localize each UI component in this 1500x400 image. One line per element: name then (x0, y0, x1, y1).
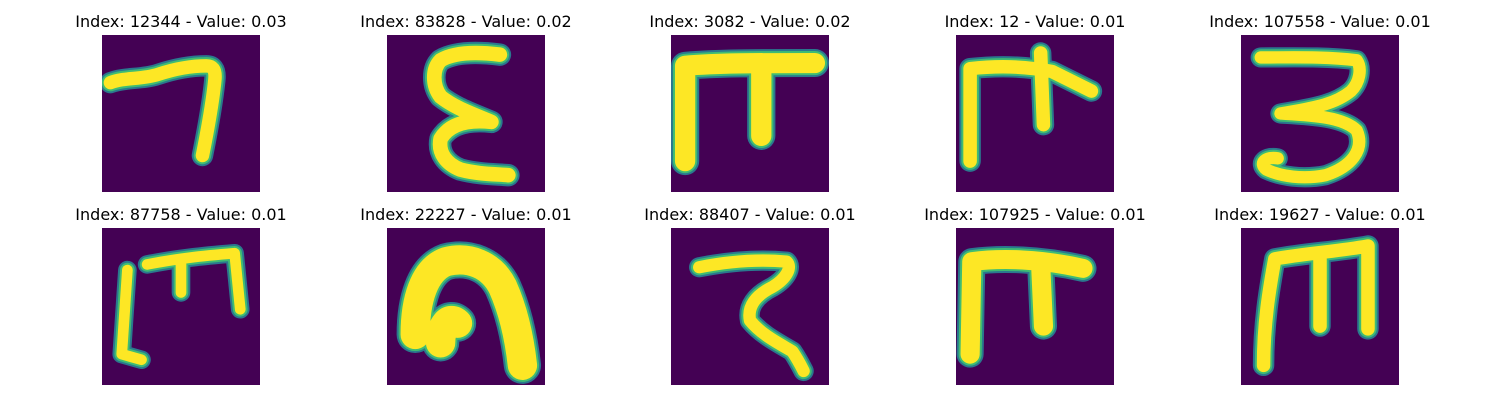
handwritten-glyph-image (671, 228, 829, 385)
handwritten-glyph-image (956, 35, 1114, 192)
panel-title: Index: 87758 - Value: 0.01 (75, 205, 287, 224)
panel-title: Index: 107558 - Value: 0.01 (1209, 12, 1431, 31)
handwritten-glyph-image (102, 228, 260, 385)
handwritten-glyph-image (387, 35, 545, 192)
handwritten-glyph-image (671, 35, 829, 192)
handwritten-glyph-image (387, 228, 545, 385)
handwritten-glyph-image (102, 35, 260, 192)
handwritten-glyph-image (1241, 35, 1399, 192)
panel-title: Index: 107925 - Value: 0.01 (924, 205, 1146, 224)
panel-title: Index: 3082 - Value: 0.02 (649, 12, 851, 31)
handwritten-glyph-image (956, 228, 1114, 385)
panel-title: Index: 22227 - Value: 0.01 (360, 205, 572, 224)
panel-title: Index: 83828 - Value: 0.02 (360, 12, 572, 31)
panel-title: Index: 19627 - Value: 0.01 (1214, 205, 1426, 224)
panel-title: Index: 12344 - Value: 0.03 (75, 12, 287, 31)
panel-title: Index: 88407 - Value: 0.01 (644, 205, 856, 224)
handwritten-glyph-image (1241, 228, 1399, 385)
panel-title: Index: 12 - Value: 0.01 (944, 12, 1126, 31)
